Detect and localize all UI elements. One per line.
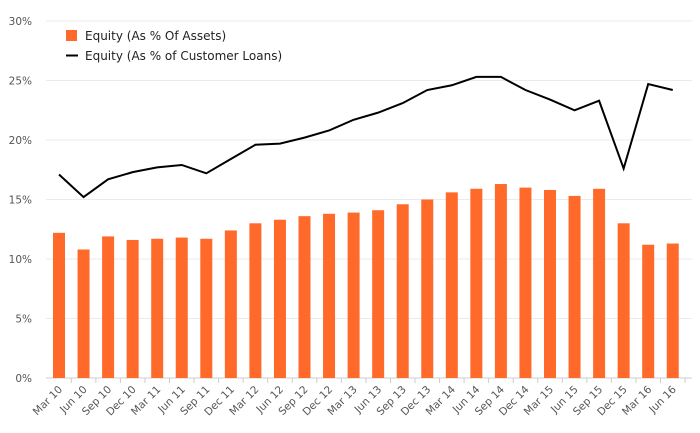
bar [593,188,606,378]
legend: Equity (As % Of Assets) Equity (As % of … [66,29,282,63]
bar [445,192,458,378]
bar [126,239,139,378]
bar [470,188,483,378]
bar [298,216,311,378]
y-axis: 0% 5% 10% 15% 20% 25% 30% [9,16,32,385]
bar [175,237,188,378]
bar [249,223,262,378]
y-tick-label: 20% [9,135,32,147]
bar [421,199,434,378]
bar-series [53,184,679,378]
series-line [58,75,673,199]
legend-label-bars: Equity (As % Of Assets) [85,29,226,43]
bar [666,243,679,378]
bar [568,195,581,378]
legend-label-line: Equity (As % of Customer Loans) [85,49,282,63]
y-tick-label: 5% [15,314,32,326]
y-tick-label: 0% [15,373,32,385]
bar [323,213,336,378]
bar [396,204,409,378]
legend-swatch-bars [66,30,77,41]
y-tick-label: 30% [9,16,32,28]
x-tick-label: Mar 10 [31,384,65,418]
bar [200,238,213,378]
bar [519,187,532,378]
bar [273,219,286,378]
line-series [58,75,673,199]
bar [151,238,164,378]
bar [544,189,556,378]
y-tick-label: 25% [9,76,32,88]
y-tick-label: 15% [9,195,32,207]
bar [617,223,630,378]
x-tick-label: Jun 16 [646,383,679,416]
bar [77,249,90,378]
bar [102,236,115,378]
y-tick-label: 10% [9,254,32,266]
bar [494,184,507,378]
bar [347,212,360,378]
bar [224,230,237,378]
bar [53,232,65,378]
bar [642,244,655,378]
bar [372,210,385,378]
